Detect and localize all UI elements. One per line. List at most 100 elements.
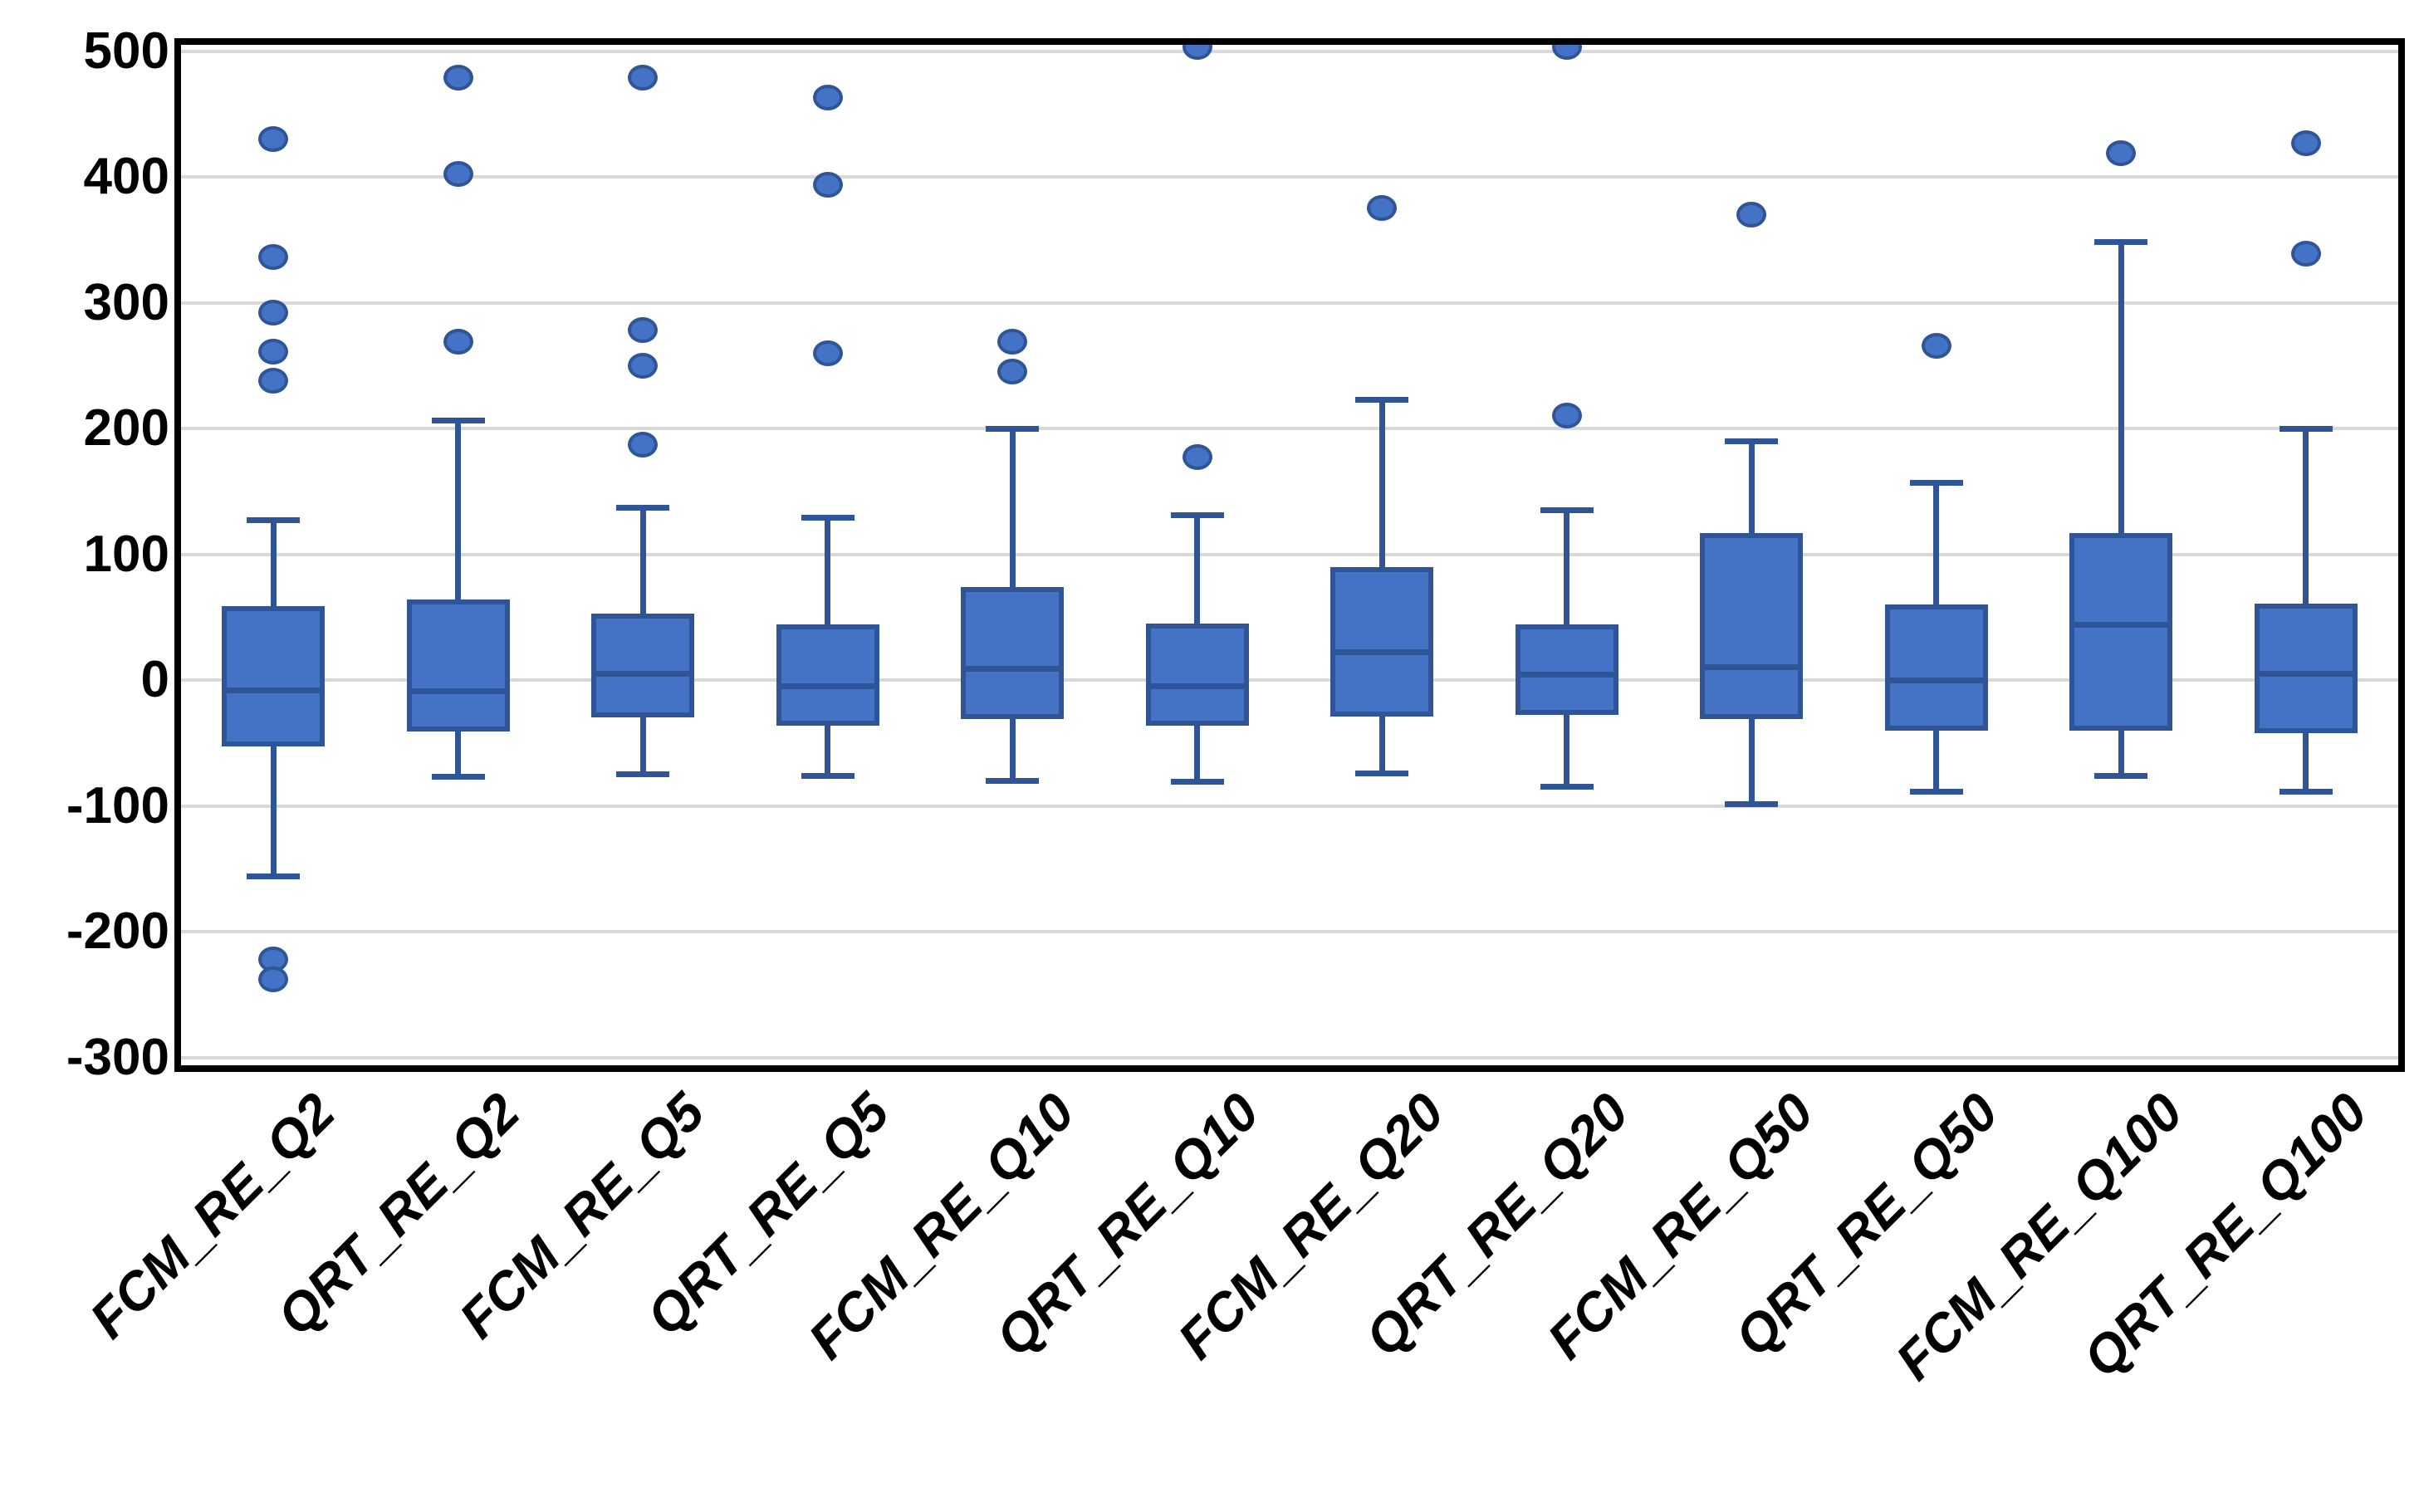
outlier-dot [1736, 201, 1767, 228]
whisker-line [270, 746, 277, 877]
outlier-dot [1921, 332, 1951, 359]
gridline [181, 930, 2398, 933]
whisker-cap [1725, 801, 1779, 808]
gridline [181, 804, 2398, 808]
box-rect [591, 613, 695, 718]
median-line [1145, 683, 1249, 690]
outlier-dot [443, 328, 473, 355]
whisker-cap [616, 771, 670, 778]
outlier-dot [628, 352, 659, 379]
gridline [181, 552, 2398, 556]
box-rect [1330, 566, 1434, 717]
outlier-dot [1367, 195, 1398, 222]
outlier-dot [812, 85, 843, 111]
whisker-line [1009, 718, 1016, 781]
y-axis-tick-label: 0 [140, 651, 169, 708]
whisker-cap [1355, 396, 1409, 403]
y-axis-tick-label: 400 [83, 148, 169, 205]
whisker-line [1748, 441, 1755, 533]
y-axis-tick-label: -300 [66, 1028, 169, 1086]
whisker-line [2303, 428, 2309, 604]
whisker-line [1933, 730, 1940, 792]
outlier-dot [812, 171, 843, 198]
whisker-cap [1725, 438, 1779, 444]
box-rect [2069, 532, 2173, 731]
whisker-cap [616, 504, 670, 511]
whisker-cap [431, 774, 485, 780]
y-axis-tick-label: -200 [66, 903, 169, 960]
outlier-dot [2106, 139, 2137, 166]
whisker-line [1933, 482, 1940, 605]
outlier-dot [2290, 130, 2321, 156]
whisker-cap [2279, 789, 2333, 795]
y-axis-tick-label: 500 [83, 22, 169, 80]
outlier-dot [1551, 403, 1582, 429]
gridline [181, 49, 2398, 53]
outlier-dot [443, 64, 473, 91]
whisker-line [1564, 510, 1570, 625]
outlier-dot [997, 359, 1028, 385]
whisker-cap [2094, 239, 2148, 246]
whisker-cap [431, 418, 485, 424]
whisker-line [1009, 428, 1016, 587]
whisker-cap [247, 517, 301, 524]
whisker-line [1564, 715, 1570, 787]
gridline [181, 1055, 2398, 1059]
whisker-cap [1540, 506, 1594, 513]
whisker-cap [1909, 789, 1963, 795]
box-rect [2254, 603, 2358, 733]
outlier-dot [2290, 240, 2321, 267]
whisker-cap [1170, 779, 1224, 785]
box-rect [1700, 532, 1804, 719]
median-line [1330, 649, 1434, 656]
whisker-cap [2279, 425, 2333, 432]
median-line [591, 670, 695, 677]
whisker-line [825, 517, 831, 625]
outlier-dot [1182, 45, 1212, 61]
whisker-cap [986, 425, 1040, 432]
median-line [1884, 677, 1988, 683]
whisker-line [1194, 725, 1201, 782]
outlier-dot [628, 64, 659, 91]
whisker-line [825, 725, 831, 776]
median-line [406, 688, 510, 695]
whisker-line [2118, 730, 2124, 776]
outlier-dot [258, 367, 289, 394]
whisker-line [1378, 399, 1385, 567]
box-rect [1884, 604, 1988, 731]
median-line [1700, 664, 1804, 671]
gridline [181, 301, 2398, 305]
y-axis-tick-label: 200 [83, 399, 169, 457]
outlier-dot [443, 161, 473, 188]
whisker-cap [1909, 479, 1963, 486]
gridline [181, 175, 2398, 179]
outlier-dot [258, 966, 289, 993]
box-rect [776, 624, 879, 726]
whisker-cap [2094, 772, 2148, 779]
outlier-dot [997, 328, 1028, 355]
median-line [222, 687, 326, 693]
whisker-cap [247, 873, 301, 879]
whisker-line [639, 717, 646, 775]
whisker-cap [1355, 770, 1409, 776]
whisker-line [2303, 732, 2309, 792]
box-rect [222, 605, 326, 747]
y-axis-tick-label: -100 [66, 776, 169, 834]
y-axis-tick-label: 300 [83, 273, 169, 331]
whisker-cap [801, 515, 854, 521]
outlier-dot [628, 317, 659, 344]
gridline [181, 678, 2398, 682]
outlier-dot [258, 126, 289, 153]
y-axis-tick-label: 100 [83, 525, 169, 583]
whisker-line [1748, 718, 1755, 805]
whisker-cap [986, 777, 1040, 784]
box-rect [1145, 623, 1249, 726]
whisker-cap [801, 772, 854, 779]
gridline [181, 427, 2398, 430]
median-line [2069, 621, 2173, 628]
median-line [2254, 670, 2358, 677]
outlier-dot [1551, 45, 1582, 61]
box-rect [1515, 624, 1618, 716]
outlier-dot [628, 432, 659, 458]
whisker-cap [1170, 512, 1224, 519]
